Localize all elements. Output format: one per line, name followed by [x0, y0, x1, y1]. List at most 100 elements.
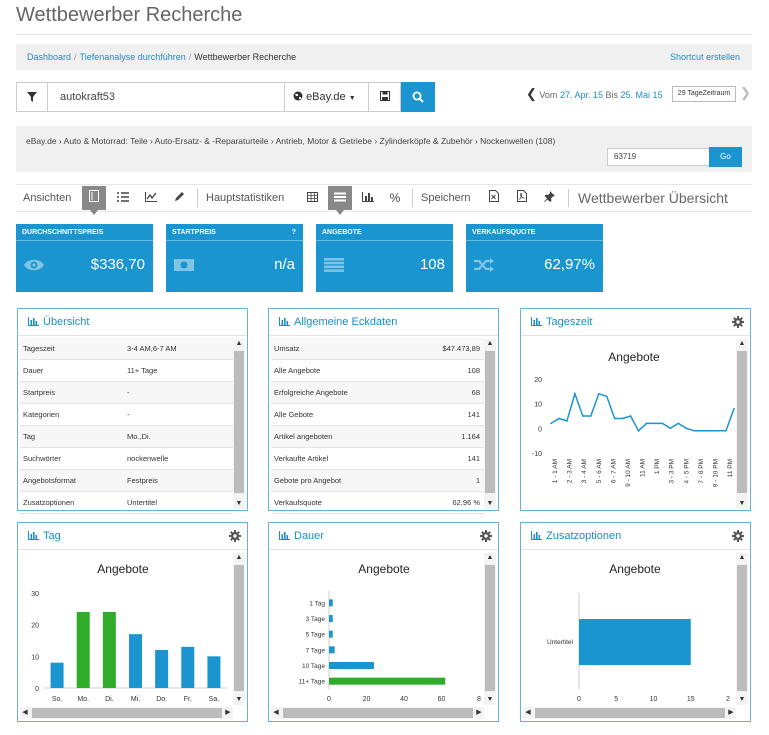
- site-select[interactable]: eBay.de ▼: [285, 82, 369, 112]
- horizontal-scrollbar[interactable]: ◀ ▶: [523, 707, 736, 719]
- data-point: [613, 417, 616, 420]
- zusatzoptionen-panel: Zusatzoptionen Angebote Untertitel 0 5 10 15 2…: [520, 522, 751, 722]
- data-point: [677, 422, 680, 425]
- data-point: [653, 422, 656, 425]
- shortcut-link[interactable]: Shortcut erstellen: [669, 52, 740, 62]
- panel-header: Übersicht: [18, 309, 247, 336]
- kpi-angebote: ANGEBOTE 108: [316, 224, 453, 292]
- vertical-scrollbar[interactable]: ▲ ▼: [736, 339, 748, 509]
- table-row: Erfolgreiche Angebote 68: [271, 382, 484, 404]
- card-view-icon[interactable]: [82, 186, 106, 215]
- x-tick-label: 8: [477, 696, 481, 703]
- x-tick-label: 10: [650, 696, 658, 703]
- row-key: Suchwörter: [23, 454, 61, 463]
- row-key: Umsatz: [274, 344, 300, 353]
- tageszeit-chart: Angebote 20 10 0 -10 1 - 1 AM 2 - 3 AM 3 - 4 AM…: [532, 350, 735, 487]
- pin-icon[interactable]: [537, 186, 561, 210]
- row-key: Gebote pro Angebot: [274, 476, 342, 485]
- category-path[interactable]: eBay.de › Auto & Motorrad: Teile › Auto-…: [26, 136, 556, 146]
- data-point: [621, 417, 624, 420]
- bar-chart-icon: [531, 317, 542, 326]
- x-tick-label: Mo.: [77, 696, 89, 703]
- filter-icon: [27, 92, 37, 102]
- filter-button[interactable]: [16, 82, 48, 112]
- vertical-scrollbar[interactable]: ▲ ▼: [484, 339, 496, 509]
- gear-icon[interactable]: [732, 316, 744, 328]
- percent-icon[interactable]: %: [389, 191, 401, 205]
- table-row: Gebote pro Angebot 1: [271, 470, 484, 492]
- search-button[interactable]: [401, 82, 435, 112]
- data-point: [558, 417, 560, 420]
- y-tick-label: 20: [31, 623, 39, 630]
- chart-title: Angebote: [358, 562, 410, 576]
- gear-icon[interactable]: [480, 530, 492, 542]
- y-tick-label: 10: [31, 654, 39, 661]
- data-point: [582, 415, 584, 417]
- row-value: 11+ Tage: [127, 366, 158, 375]
- category-id-input[interactable]: 63719: [607, 148, 721, 166]
- view-title: Wettbewerber Übersicht: [578, 190, 728, 206]
- breadcrumb-dashboard[interactable]: Dashboard: [27, 52, 72, 62]
- vertical-scrollbar[interactable]: ▲ ▼: [233, 339, 245, 509]
- bar: [102, 612, 116, 688]
- row-key: Zusatzoptionen: [23, 498, 75, 507]
- excel-icon[interactable]: [482, 186, 506, 210]
- help-icon[interactable]: ?: [291, 229, 296, 236]
- x-tick-label: So.: [52, 696, 63, 703]
- date-prefix: Vom: [539, 90, 558, 100]
- bar: [207, 656, 221, 688]
- row-value: Untertitel: [127, 498, 158, 507]
- range-select[interactable]: 29 TageZeitraum: [672, 86, 736, 102]
- kpi-durchschnittspreis: DURCHSCHNITTSPREIS $336,70: [16, 224, 153, 292]
- row-key: Dauer: [23, 366, 44, 375]
- date-from[interactable]: 27. Apr. 15: [559, 90, 603, 100]
- overview-table: Tageszeit 3-4 AM,6-7 AM Dauer 11+ Tage Start…: [20, 338, 233, 514]
- go-button[interactable]: Go: [709, 147, 742, 167]
- floppy-icon: [379, 91, 390, 101]
- vertical-scrollbar[interactable]: ▲ ▼: [233, 553, 245, 705]
- pencil-icon[interactable]: [167, 186, 191, 210]
- bar-chart-icon[interactable]: [356, 186, 380, 210]
- panel-header: Allgemeine Eckdaten: [269, 309, 498, 336]
- bar: [329, 646, 335, 654]
- pdf-icon[interactable]: [510, 186, 534, 210]
- table-icon[interactable]: [300, 186, 324, 210]
- row-key: Kategorien: [23, 410, 60, 419]
- kpi-value: 62,97%: [544, 256, 595, 273]
- data-point: [661, 422, 664, 425]
- panel-title: Allgemeine Eckdaten: [294, 316, 398, 328]
- panel-header: Dauer: [269, 523, 498, 550]
- rows-icon[interactable]: [328, 186, 352, 215]
- row-value: -: [127, 388, 130, 397]
- x-tick-label: 2: [726, 696, 730, 703]
- bar: [76, 612, 90, 688]
- date-to[interactable]: 25. Mai 15: [620, 90, 663, 100]
- search-input[interactable]: autokraft53: [48, 82, 285, 112]
- gear-icon[interactable]: [732, 530, 744, 542]
- chevron-right-icon[interactable]: ❯: [740, 85, 751, 100]
- data-point: [597, 393, 600, 395]
- kpi-value: $336,70: [90, 256, 145, 273]
- horizontal-scrollbar[interactable]: ◀ ▶: [20, 707, 233, 719]
- vertical-scrollbar[interactable]: ▲ ▼: [736, 553, 748, 705]
- series-line: [550, 391, 735, 433]
- x-tick-label: 11 AM: [640, 459, 647, 477]
- y-tick-label: 10 Tage: [302, 663, 325, 670]
- kpi-startpreis: STARTPREIS ? n/a: [166, 224, 303, 292]
- dauer-panel: Dauer Angebote 1 Tag 3 Tage 5 Tage 7 Tage 10 …: [268, 522, 499, 722]
- chart-title: Angebote: [609, 562, 661, 576]
- money-icon: [174, 259, 194, 271]
- breadcrumb-tiefenanalyse[interactable]: Tiefenanalyse durchführen: [79, 52, 186, 62]
- gear-icon[interactable]: [229, 530, 241, 542]
- list-view-icon[interactable]: [111, 186, 135, 210]
- save-search-button[interactable]: [369, 82, 401, 112]
- vertical-scrollbar[interactable]: ▲ ▼: [484, 553, 496, 705]
- y-tick-label: 30: [31, 591, 39, 598]
- horizontal-scrollbar[interactable]: ◀ ▶: [271, 707, 484, 719]
- table-row: Alle Gebote 141: [271, 404, 484, 426]
- data-point: [550, 422, 552, 425]
- table-row: Alle Angebote 108: [271, 360, 484, 382]
- line-chart-icon[interactable]: [139, 186, 163, 210]
- speichern-label: Speichern: [421, 192, 471, 204]
- chevron-left-icon[interactable]: ❮: [526, 86, 537, 101]
